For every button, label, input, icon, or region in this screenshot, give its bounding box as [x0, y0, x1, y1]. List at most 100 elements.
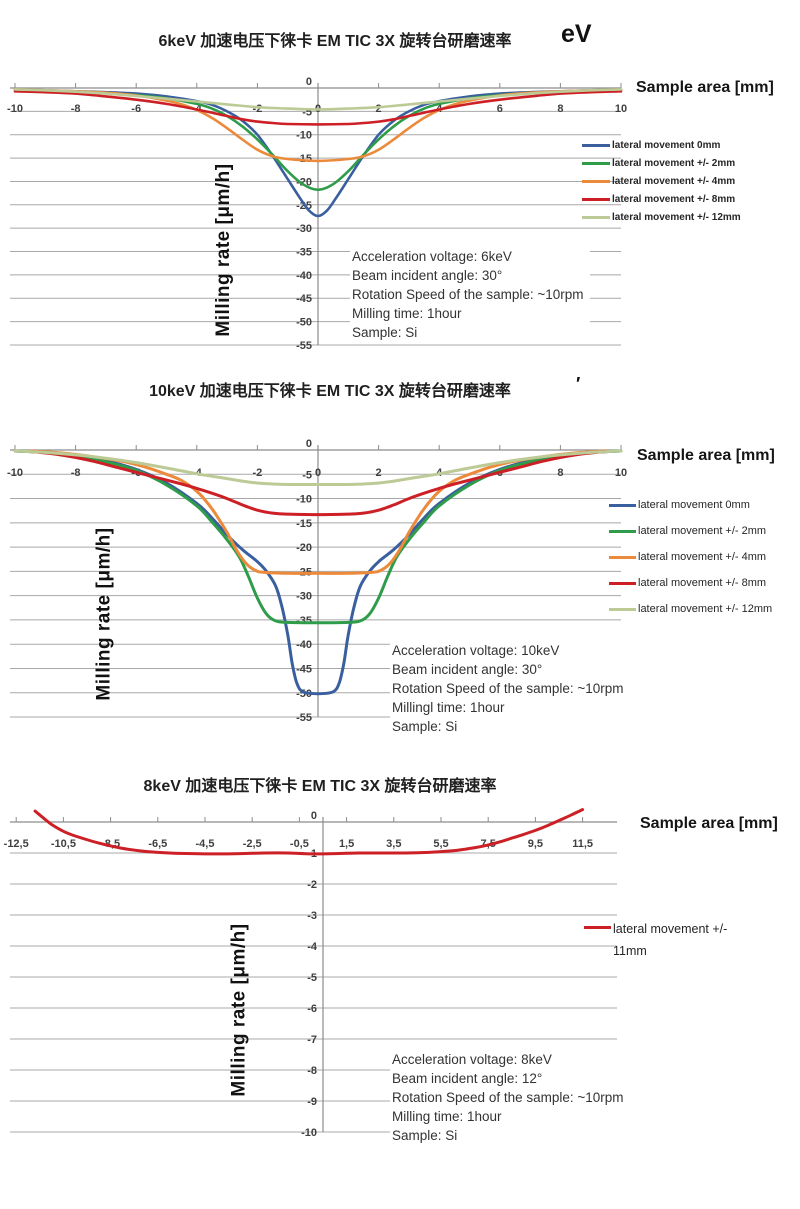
- x-tick-label: -10: [7, 103, 23, 115]
- legend-swatch: [609, 529, 636, 533]
- annotation-6kev: Acceleration voltage: 6keV Beam incident …: [350, 246, 590, 343]
- legend-label: lateral movement 0mm: [612, 139, 721, 151]
- chart-title-6kev: 6keV 加速电压下徕卡 EM TIC 3X 旋转台研磨速率: [158, 33, 512, 50]
- y-tick-label: -10: [296, 130, 312, 142]
- x-tick-label: 11,5: [572, 838, 593, 850]
- title-fragment-10kev: ′: [576, 374, 581, 394]
- legend-label: lateral movement +/- 4mm: [638, 551, 767, 563]
- y-tick-label: -4: [307, 941, 318, 953]
- legend-10kev: lateral movement 0mm lateral movement +/-…: [609, 492, 772, 622]
- y-tick-label: -45: [296, 663, 312, 675]
- x-tick-label: -8: [71, 467, 81, 479]
- x-tick-label: -10: [7, 467, 23, 479]
- chart-plot-0: -10 -8 -6 -4 -2 0 2 4 6 8 100-5-10-15-20-25-30-35-…: [7, 76, 627, 352]
- y-tick-label: -55: [296, 712, 312, 724]
- y-tick-label: -40: [296, 639, 312, 651]
- annotation-line: Sample: Si: [352, 325, 418, 340]
- x-tick-label: -2: [253, 467, 263, 479]
- y-tick-label: -5: [307, 972, 317, 984]
- x-tick-label: -6,5: [148, 838, 167, 850]
- x-tick-label: 10: [615, 103, 627, 115]
- annotation-line: Acceleration voltage: 6keV: [352, 249, 512, 264]
- legend-item: lateral movement +/- 12mm: [609, 596, 772, 622]
- y-tick-label: -6: [307, 1003, 317, 1015]
- legend-label: lateral movement +/- 12mm: [612, 211, 741, 223]
- y-tick-label: -5: [302, 106, 312, 118]
- legend-label: lateral movement +/- 8mm: [638, 577, 767, 589]
- y-tick-label: -55: [296, 340, 312, 352]
- y-tick-label: -50: [296, 317, 312, 329]
- x-tick-label: 9,5: [528, 838, 543, 850]
- chart-plot-1: -10 -8 -6 -4 -2 0 2 4 6 8 100-5-10-15-20-25-30-35-…: [7, 438, 627, 724]
- legend-item: lateral movement +/- 8mm: [582, 190, 741, 208]
- y-axis-title-10kev: Milling rate [μm/h]: [93, 527, 115, 701]
- y-tick-label: -3: [307, 910, 317, 922]
- x-tick-label: 1,5: [339, 838, 354, 850]
- legend-item: lateral movement +/- 2mm: [582, 154, 741, 172]
- y-tick-label: -35: [296, 615, 312, 627]
- legend-item: lateral movement +/- 2mm: [609, 518, 772, 544]
- legend-item: lateral movement +/- 11mm: [584, 918, 738, 962]
- x-tick-label: 3,5: [386, 838, 401, 850]
- x-tick-label: -2,5: [243, 838, 262, 850]
- chart-title-8kev: 8keV 加速电压下徕卡 EM TIC 3X 旋转台研磨速率: [143, 778, 497, 795]
- legend-label: lateral movement +/- 4mm: [612, 175, 736, 187]
- annotation-line: Millingl time: 1hour: [392, 700, 505, 715]
- legend-label: lateral movement +/- 11mm: [613, 922, 728, 958]
- legend-label: lateral movement +/- 12mm: [638, 603, 773, 615]
- annotation-line: Beam incident angle: 12°: [392, 1071, 543, 1086]
- legend-6kev: lateral movement 0mm lateral movement +/-…: [582, 136, 741, 226]
- series-curve: [13, 90, 623, 126]
- y-tick-label: -20: [296, 176, 312, 188]
- x-axis-title-8kev: Sample area [mm]: [640, 815, 778, 832]
- legend-swatch: [609, 503, 636, 507]
- legend-swatch: [609, 607, 636, 611]
- series-curve: [28, 450, 608, 517]
- legend-item: lateral movement 0mm: [582, 136, 741, 154]
- x-tick-label: 8: [557, 103, 563, 115]
- annotation-line: Milling time: 1hour: [392, 1109, 502, 1124]
- x-tick-label: -10,5: [51, 838, 76, 850]
- legend-item: lateral movement 0mm: [609, 492, 772, 518]
- legend-item: lateral movement +/- 4mm: [609, 544, 772, 570]
- legend-item: lateral movement +/- 4mm: [582, 172, 741, 190]
- series-curve: [13, 449, 623, 696]
- chart-plot-2: -12,5 -10,5 -8,5 -6,5 -4,5 -2,5 -0,5 1,5 3,5 5,5 7…: [4, 808, 617, 1139]
- y-tick-label: -2: [307, 879, 317, 891]
- y-tick-label: -15: [296, 153, 312, 165]
- chart-title-10kev: 10keV 加速电压下徕卡 EM TIC 3X 旋转台研磨速率: [149, 383, 511, 400]
- y-tick-label: 0: [306, 438, 312, 450]
- legend-8kev: lateral movement +/- 11mm: [584, 918, 738, 962]
- y-tick-label: 0: [306, 76, 312, 88]
- y-tick-label: -5: [302, 469, 312, 481]
- y-tick-label: -9: [307, 1096, 317, 1108]
- legend-label: lateral movement +/- 2mm: [612, 157, 736, 169]
- annotation-line: Acceleration voltage: 10keV: [392, 643, 560, 658]
- x-tick-label: 6: [497, 103, 503, 115]
- y-tick-label: -40: [296, 270, 312, 282]
- legend-swatch: [582, 143, 610, 147]
- legend-swatch: [582, 161, 610, 165]
- annotation-line: Rotation Speed of the sample: ~10rpm: [392, 681, 624, 696]
- y-tick-label: -45: [296, 293, 312, 305]
- legend-swatch: [609, 581, 636, 585]
- title-fragment-6kev: eV: [561, 20, 592, 48]
- series-curve: [33, 808, 585, 856]
- annotation-line: Milling time: 1hour: [352, 306, 462, 321]
- annotation-line: Beam incident angle: 30°: [392, 662, 543, 677]
- legend-item: lateral movement +/- 8mm: [609, 570, 772, 596]
- series-curve: [13, 88, 623, 218]
- annotation-line: Rotation Speed of the sample: ~10rpm: [352, 287, 584, 302]
- y-tick-label: -35: [296, 247, 312, 259]
- y-tick-label: 0: [311, 810, 317, 822]
- x-tick-label: -4,5: [196, 838, 215, 850]
- legend-swatch: [609, 555, 636, 559]
- annotation-line: Sample: Si: [392, 1128, 458, 1143]
- y-tick-label: -8: [307, 1065, 317, 1077]
- y-tick-label: -30: [296, 591, 312, 603]
- x-tick-label: 2: [376, 467, 382, 479]
- legend-swatch: [582, 197, 610, 201]
- y-tick-label: -10: [301, 1127, 317, 1139]
- x-tick-label: -6: [131, 103, 141, 115]
